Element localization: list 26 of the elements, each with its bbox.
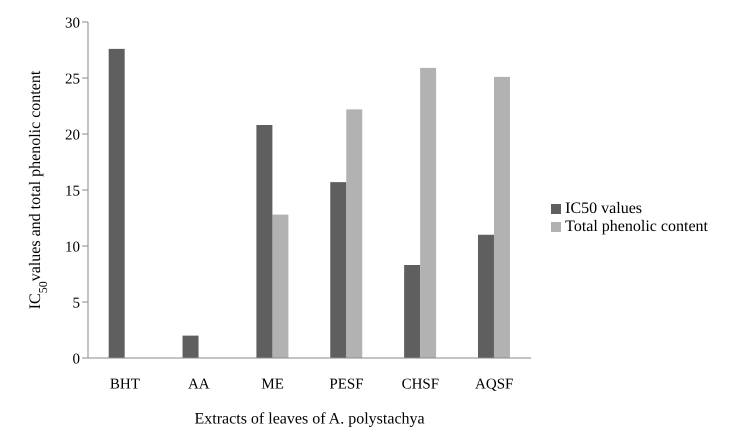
x-tick-label: AA: [188, 376, 210, 393]
bar: [330, 182, 346, 358]
y-tick-label: 20: [65, 127, 80, 144]
bar: [182, 336, 199, 358]
bar: [478, 234, 494, 358]
y-tick-label: 30: [65, 15, 80, 32]
x-tick-label: BHT: [110, 376, 140, 393]
bar: [420, 68, 436, 358]
bar: [494, 76, 510, 358]
y-tick-label: 10: [65, 239, 80, 256]
x-tick-label: PESF: [329, 376, 364, 393]
legend-label: Total phenolic content: [565, 218, 708, 235]
bar: [272, 214, 288, 358]
bar: [404, 265, 420, 358]
y-tick-label: 25: [65, 71, 80, 88]
bar: [256, 125, 272, 358]
legend-label: IC50 values: [565, 200, 642, 217]
x-tick-label: ME: [261, 376, 284, 393]
y-tick-label: 15: [65, 183, 80, 200]
x-tick-label: AQSF: [475, 376, 514, 393]
bar: [346, 109, 362, 358]
x-axis-title: Extracts of leaves of A. polystachya: [194, 410, 425, 428]
x-tick-label: CHSF: [402, 376, 440, 393]
bar: [108, 48, 125, 358]
y-tick-label: 5: [72, 295, 80, 312]
y-tick-label: 0: [72, 351, 80, 368]
